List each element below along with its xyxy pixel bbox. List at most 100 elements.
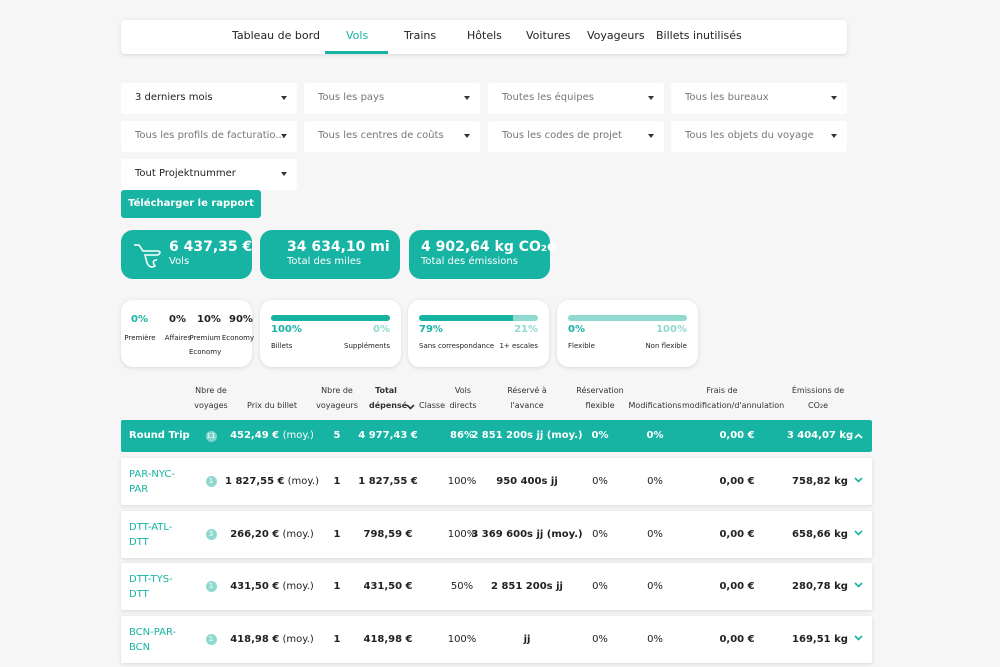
cell-total: 1 827,55 €	[328, 475, 448, 489]
filter-dropdown[interactable]: Tous les objets du voyage	[671, 121, 847, 152]
route-name[interactable]: BCN-PAR-BCN	[129, 626, 177, 653]
column-header[interactable]: Frais de modification/d'annulation	[682, 386, 785, 410]
nav-tab[interactable]: Voyageurs	[587, 29, 645, 42]
table-row[interactable]: DTT-TYS-DTT 1 431,50 € (moy.) 1 431,50 €50% 2…	[121, 563, 872, 610]
chevron[interactable]	[854, 433, 863, 439]
nav-tab[interactable]: Trains	[404, 29, 437, 42]
chevron[interactable]	[854, 476, 863, 483]
filter-text[interactable]: 3 derniers mois	[135, 92, 213, 103]
filter-text[interactable]: Tous les profils de facturatio...	[135, 130, 285, 141]
column-header[interactable]: Classe	[419, 401, 445, 410]
cell-modifications: 0%	[595, 580, 715, 594]
nav-tab[interactable]: Billets inutilisés	[656, 29, 742, 42]
trip-count-badge: 1	[205, 476, 217, 487]
filter-text[interactable]: Tous les codes de projet	[502, 130, 622, 141]
column-header[interactable]: Nbre de voyageurs	[316, 386, 358, 410]
table-row[interactable]: DTT-ATL-DTT 3 266,20 € (moy.) 1 798,59 €100%…	[121, 511, 872, 558]
chevron[interactable]	[406, 404, 415, 410]
download-button[interactable]: Télécharger le rapport	[121, 190, 261, 218]
cell-advance: 2 851 200s jj	[467, 580, 587, 594]
cell-flexible: 0%	[540, 580, 660, 594]
split-left-label: Billets	[271, 342, 293, 350]
column-header[interactable]: Émissions de CO₂e	[791, 386, 845, 410]
split-right-pct: 100%	[656, 324, 687, 335]
cell-value: 0,00 €	[719, 528, 755, 540]
cell-value: 0,00 €	[719, 580, 755, 592]
cell-value: 100%	[447, 633, 477, 645]
class-pct: 10%	[197, 314, 221, 325]
filter-dropdown[interactable]: Tous les centres de coûts	[304, 121, 480, 152]
cell-modifications: 0%	[595, 475, 715, 489]
dropdown-caret	[464, 134, 470, 138]
cell-direct: 100%	[402, 528, 522, 542]
class-card: 0% Première 0% Affaires 10% Premium Economy 90…	[121, 300, 254, 367]
cell-value: 431,50 €	[230, 580, 280, 592]
filter-dropdown[interactable]: 3 derniers mois	[121, 83, 297, 114]
route-name[interactable]: DTT-TYS-DTT	[129, 573, 173, 600]
nav-tab[interactable]: Hôtels	[467, 29, 502, 42]
cell-value: 169,51 kg	[792, 633, 848, 645]
column-header[interactable]: Vols directs	[449, 386, 477, 410]
route-name[interactable]: DTT-ATL-DTT	[129, 521, 173, 548]
filter-dropdown[interactable]: Tous les pays	[304, 83, 480, 114]
cell-value: 100%	[447, 528, 477, 540]
chevron[interactable]	[854, 581, 863, 588]
nav-tab[interactable]: Voitures	[526, 29, 571, 42]
cell-value: 0,00 €	[719, 430, 755, 441]
nav-bar: Tableau de bord Vols Trains Hôtels Voitures V…	[121, 20, 847, 54]
split-right-label: Suppléments	[344, 342, 390, 350]
column-header[interactable]: Nbre de voyages	[194, 386, 228, 410]
filter-text[interactable]: Tout Projektnummer	[135, 168, 236, 179]
filter-dropdown[interactable]: Tout Projektnummer	[121, 159, 297, 190]
table-row[interactable]: BCN-PAR-BCN 1 418,98 € (moy.) 1 418,98 €100%…	[121, 616, 872, 663]
dropdown-caret	[464, 96, 470, 100]
filter-dropdown[interactable]: Tous les profils de facturatio...	[121, 121, 297, 152]
cell-value: 100%	[447, 475, 477, 487]
summary-row[interactable]: Round Trip 11 452,49 € (moy.) 5 4 977,43 €86…	[121, 420, 872, 452]
split-card: 79% 21% Sans correspondance 1+ escales	[408, 300, 549, 367]
cell-flexible: 0%	[540, 633, 660, 647]
filter-dropdown[interactable]: Tous les codes de projet	[488, 121, 664, 152]
cell-value: 0%	[647, 633, 663, 645]
column-header[interactable]: Réservé à l'avance	[507, 386, 547, 410]
column-header[interactable]: Réservation flexible	[576, 386, 624, 410]
cell-value: 418,98 €	[230, 633, 280, 645]
cell-value: 950 400s jj	[496, 475, 558, 487]
cell-total: 4 977,43 €	[328, 429, 448, 443]
column-header[interactable]: Total dépensé	[369, 383, 415, 413]
chevron[interactable]	[854, 529, 863, 536]
filter-text[interactable]: Tous les pays	[318, 92, 385, 103]
route-name[interactable]: PAR-NYC-PAR	[129, 468, 176, 495]
column-header[interactable]: Prix du billet	[247, 401, 297, 410]
split-right-label: 1+ escales	[499, 342, 538, 350]
cell-advance: 2 851 200s jj (moy.)	[467, 429, 587, 443]
column-header[interactable]: Modifications	[628, 401, 682, 410]
kpi-card: 4 902,64 kg CO₂e Total des émissions	[409, 230, 557, 279]
filter-dropdown[interactable]: Toutes les équipes	[488, 83, 664, 114]
route-name[interactable]: Round Trip	[129, 430, 190, 441]
cell-value: 0%	[592, 580, 608, 592]
cell-value: 1	[333, 528, 341, 540]
dropdown-caret	[648, 134, 654, 138]
kpi-value: 34 634,10 mi	[287, 239, 390, 255]
cell-value: 0%	[647, 475, 663, 487]
class-label: Première	[124, 334, 156, 342]
filter-text[interactable]: Tous les bureaux	[685, 92, 769, 103]
filter-text[interactable]: Tous les objets du voyage	[685, 130, 814, 141]
table-row[interactable]: PAR-NYC-PAR 1 1 827,55 € (moy.) 1 1 827,55 €…	[121, 458, 872, 505]
chevron[interactable]	[854, 634, 863, 641]
cell-modifications: 0%	[595, 633, 715, 647]
dropdown-caret	[281, 96, 287, 100]
cell-value: 0,00 €	[719, 475, 755, 487]
cell-total: 431,50 €	[328, 580, 448, 594]
filter-text[interactable]: Tous les centres de coûts	[318, 130, 444, 141]
nav-tab[interactable]: Vols	[346, 29, 369, 42]
split-left-label: Sans correspondance	[419, 342, 495, 350]
filter-text[interactable]: Toutes les équipes	[502, 92, 594, 103]
split-card: 0% 100% Flexible Non flexible	[557, 300, 698, 367]
filter-dropdown[interactable]: Tous les bureaux	[671, 83, 847, 114]
cell-modifications: 0%	[595, 528, 715, 542]
nav-tab[interactable]: Tableau de bord	[232, 29, 320, 42]
